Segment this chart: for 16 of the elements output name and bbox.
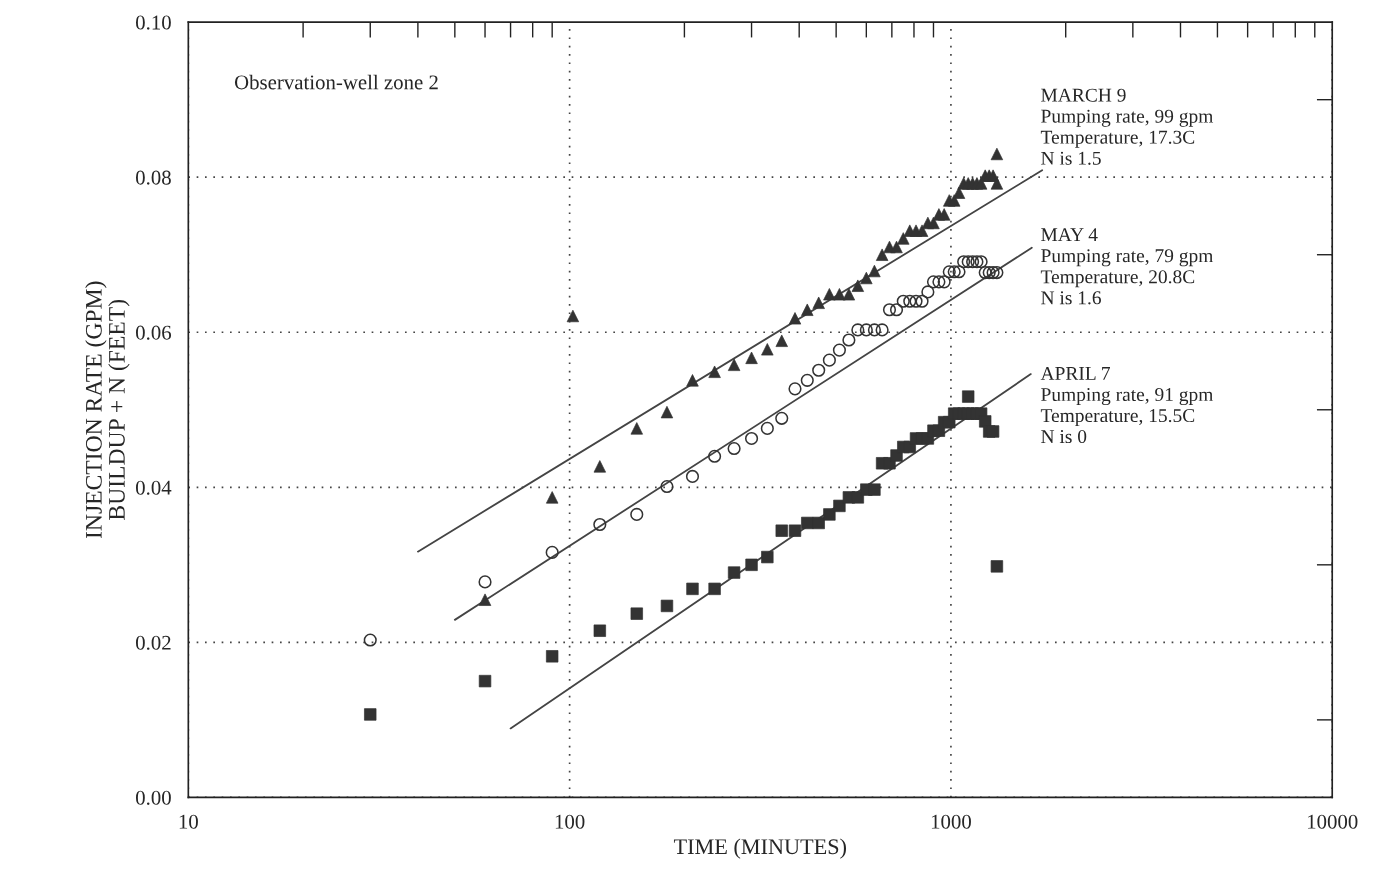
annotation: MAY 4 Pumping rate, 79 gpm Temperature, 20.8C N is 1.6 [1040, 228, 1214, 305]
y-tick-label: 0.02 [135, 635, 171, 650]
annotation: Observation-well zone 2 [234, 74, 438, 90]
x-tick-label: 10000 [1308, 814, 1358, 829]
x-axis-title: TIME (MINUTES) [673, 838, 847, 859]
annotation: MARCH 9 Pumping rate, 99 gpm Temperature, 17.3C N is 1.5 [1040, 88, 1214, 165]
y-axis-title: INJECTION RATE (GPM) BUILDUP + N (FEET) [85, 281, 130, 539]
y-tick-label: 0.00 [135, 790, 171, 805]
y-tick-label: 0.04 [135, 480, 172, 495]
x-tick-label: 100 [555, 814, 585, 829]
y-tick-label: 0.06 [135, 325, 172, 340]
y-tick-label: 0.10 [135, 15, 171, 30]
x-tick-label: 10 [179, 814, 198, 829]
annotation: APRIL 7 Pumping rate, 91 gpm Temperature, 15.5C N is 0 [1040, 367, 1214, 444]
x-tick-label: 1000 [931, 814, 971, 829]
y-tick-label: 0.08 [135, 170, 171, 185]
